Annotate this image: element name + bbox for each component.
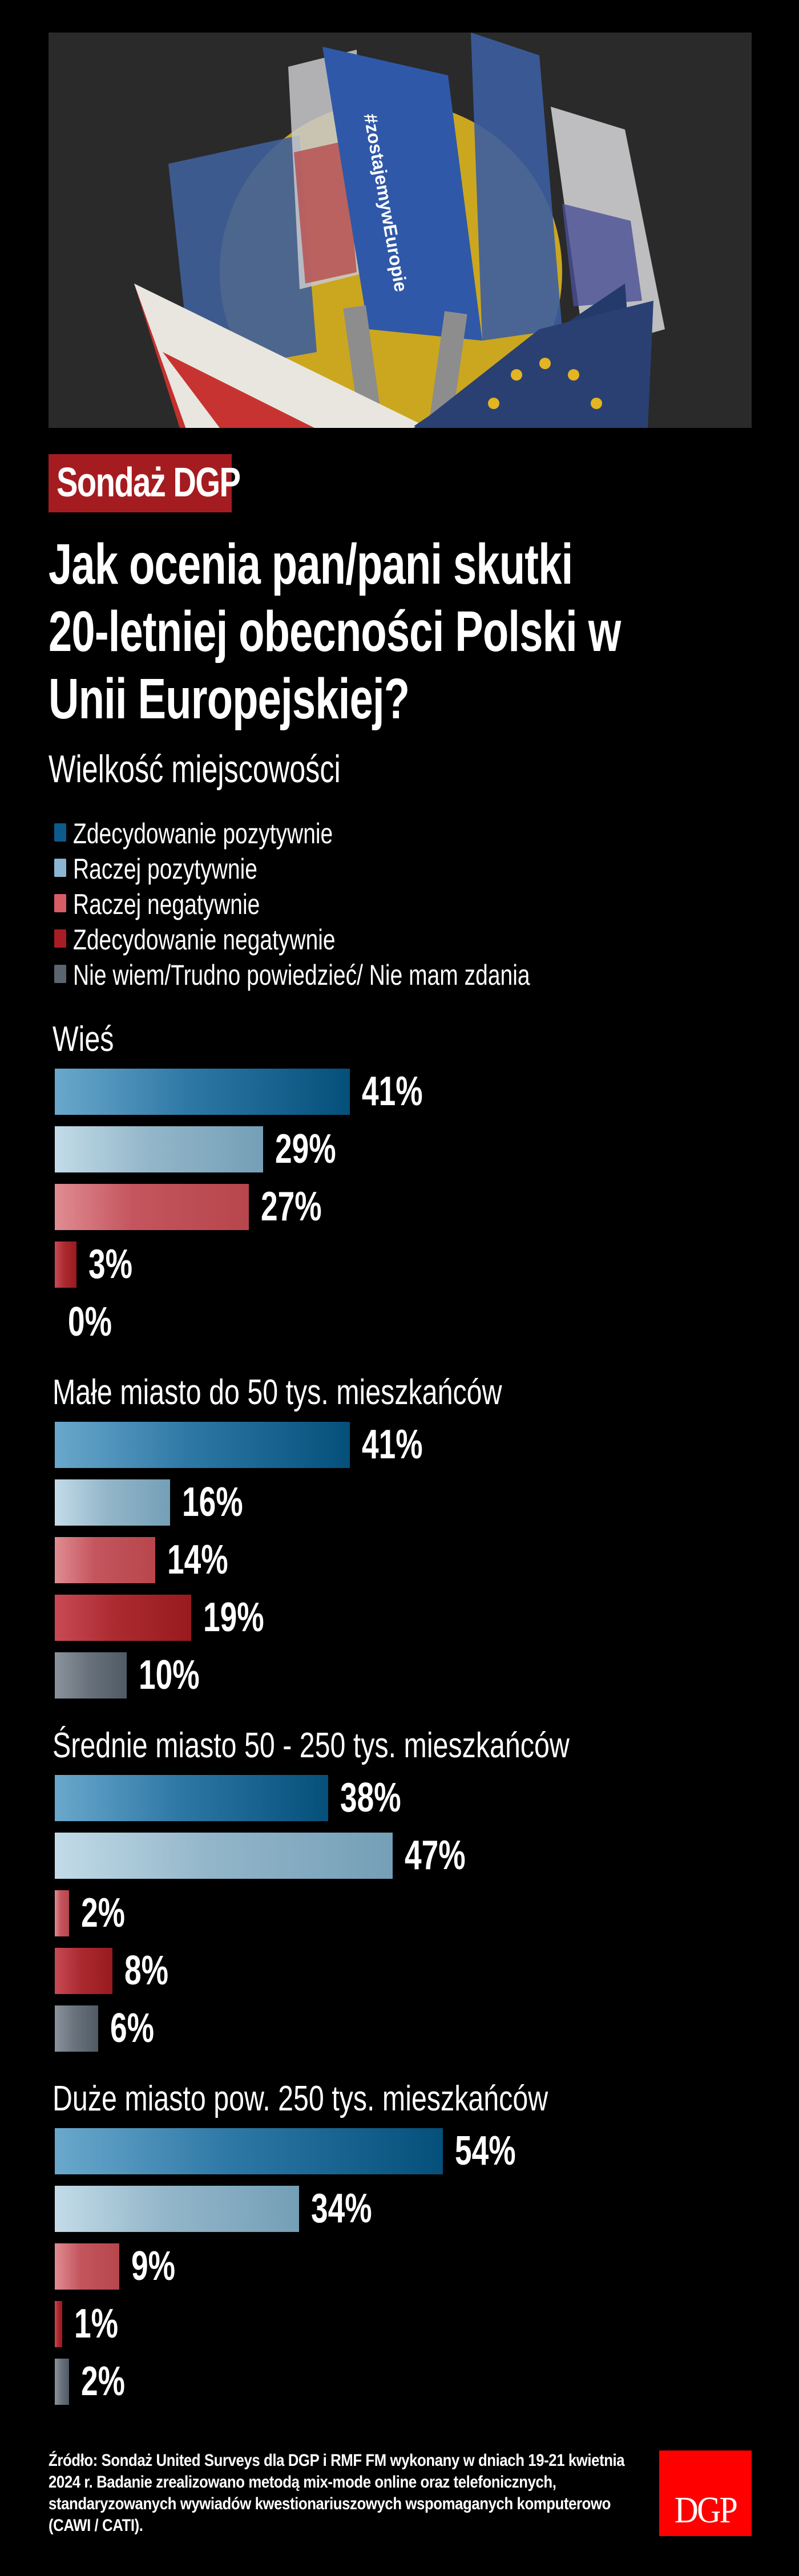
bar-value-label: 16% <box>182 1479 243 1525</box>
poll-badge-label: Sondaż DGP <box>57 460 241 506</box>
bar-value-label: 34% <box>311 2186 372 2231</box>
bar <box>55 1479 170 1526</box>
bar <box>55 2128 443 2174</box>
bar <box>55 1422 350 1468</box>
bar <box>55 1595 191 1641</box>
poll-badge: Sondaż DGP <box>49 454 241 512</box>
bar <box>55 2359 69 2405</box>
bar-value-label: 47% <box>405 1833 466 1878</box>
bar-value-label: 2% <box>81 1890 126 1936</box>
bar <box>55 1833 393 1879</box>
source-line-2: 2024 r. Badanie zrealizowano metodą mix-… <box>49 2473 556 2492</box>
bar-value-label: 27% <box>261 1184 322 1230</box>
source-line-3: standaryzowanych wywiadów kwestionariusz… <box>49 2494 611 2513</box>
bar-value-label: 19% <box>203 1595 264 1640</box>
legend-label: Raczej negatywnie <box>73 888 260 920</box>
title-line-1: Jak ocenia pan/pani skutki <box>49 532 573 596</box>
legend-label: Nie wiem/Trudno powiedzieć/ Nie mam zdan… <box>73 959 530 991</box>
source-line-4: (CAWI / CATI). <box>49 2516 143 2535</box>
bar-value-label: 6% <box>110 2005 155 2051</box>
bar <box>55 1890 69 1936</box>
group-title: Duże miasto pow. 250 tys. mieszkańców <box>53 2079 548 2118</box>
group-title: Małe miasto do 50 tys. mieszkańców <box>53 1373 502 1412</box>
bar <box>55 1948 112 1994</box>
bar-value-label: 1% <box>74 2301 119 2347</box>
legend-swatch-icon <box>54 965 66 983</box>
hero-photo: #zostajemywEuropie <box>49 33 752 428</box>
bar <box>55 1242 76 1288</box>
legend-swatch-icon <box>54 894 66 912</box>
bar-value-label: 41% <box>362 1422 423 1467</box>
bar <box>55 1126 263 1172</box>
legend-swatch-icon <box>54 859 66 877</box>
bar <box>55 1184 249 1230</box>
bar-value-label: 9% <box>131 2243 176 2289</box>
bar-value-label: 38% <box>340 1775 401 1821</box>
chart-title: Jak ocenia pan/pani skutki 20-letniej ob… <box>49 531 682 733</box>
source-line-1: Źródło: Sondaż United Surveys dla DGP i … <box>49 2451 625 2470</box>
bar <box>55 2005 98 2052</box>
legend-label: Raczej pozytywnie <box>73 853 257 885</box>
legend-label: Zdecydowanie pozytywnie <box>73 818 333 850</box>
dgp-logo-text: DGP <box>674 2489 738 2531</box>
title-line-3: Unii Europejskiej? <box>49 667 410 731</box>
bar-value-label: 3% <box>88 1242 133 1287</box>
title-line-2: 20-letniej obecności Polski w <box>49 600 621 664</box>
bar-value-label: 29% <box>275 1126 336 1172</box>
bar <box>55 1652 127 1699</box>
bar-value-label: 14% <box>167 1537 228 1583</box>
chart-subtitle: Wielkość miejscowości <box>49 747 341 791</box>
bar <box>55 2301 62 2347</box>
bar-value-label: 54% <box>455 2128 516 2174</box>
bar <box>55 2186 299 2232</box>
bar-value-label: 41% <box>362 1069 423 1114</box>
legend-swatch-icon <box>54 929 66 948</box>
bar <box>55 1775 328 1821</box>
bar <box>55 1537 155 1583</box>
group-title: Wieś <box>53 1020 114 1059</box>
legend-swatch-icon <box>54 823 66 842</box>
bar-value-label: 0% <box>68 1299 112 1345</box>
bar-value-label: 2% <box>81 2359 126 2404</box>
legend-label: Zdecydowanie negatywnie <box>73 924 336 956</box>
bar <box>55 2243 119 2290</box>
group-title: Średnie miasto 50 - 250 tys. mieszkańców <box>53 1726 570 1765</box>
source-note: Źródło: Sondaż United Surveys dla DGP i … <box>49 2450 648 2537</box>
bar-value-label: 10% <box>139 1652 200 1698</box>
flags-collage-illustration: #zostajemywEuropie <box>49 33 752 428</box>
bar-value-label: 8% <box>124 1948 169 1993</box>
dgp-logo: DGP <box>659 2450 752 2536</box>
bar <box>55 1069 350 1115</box>
